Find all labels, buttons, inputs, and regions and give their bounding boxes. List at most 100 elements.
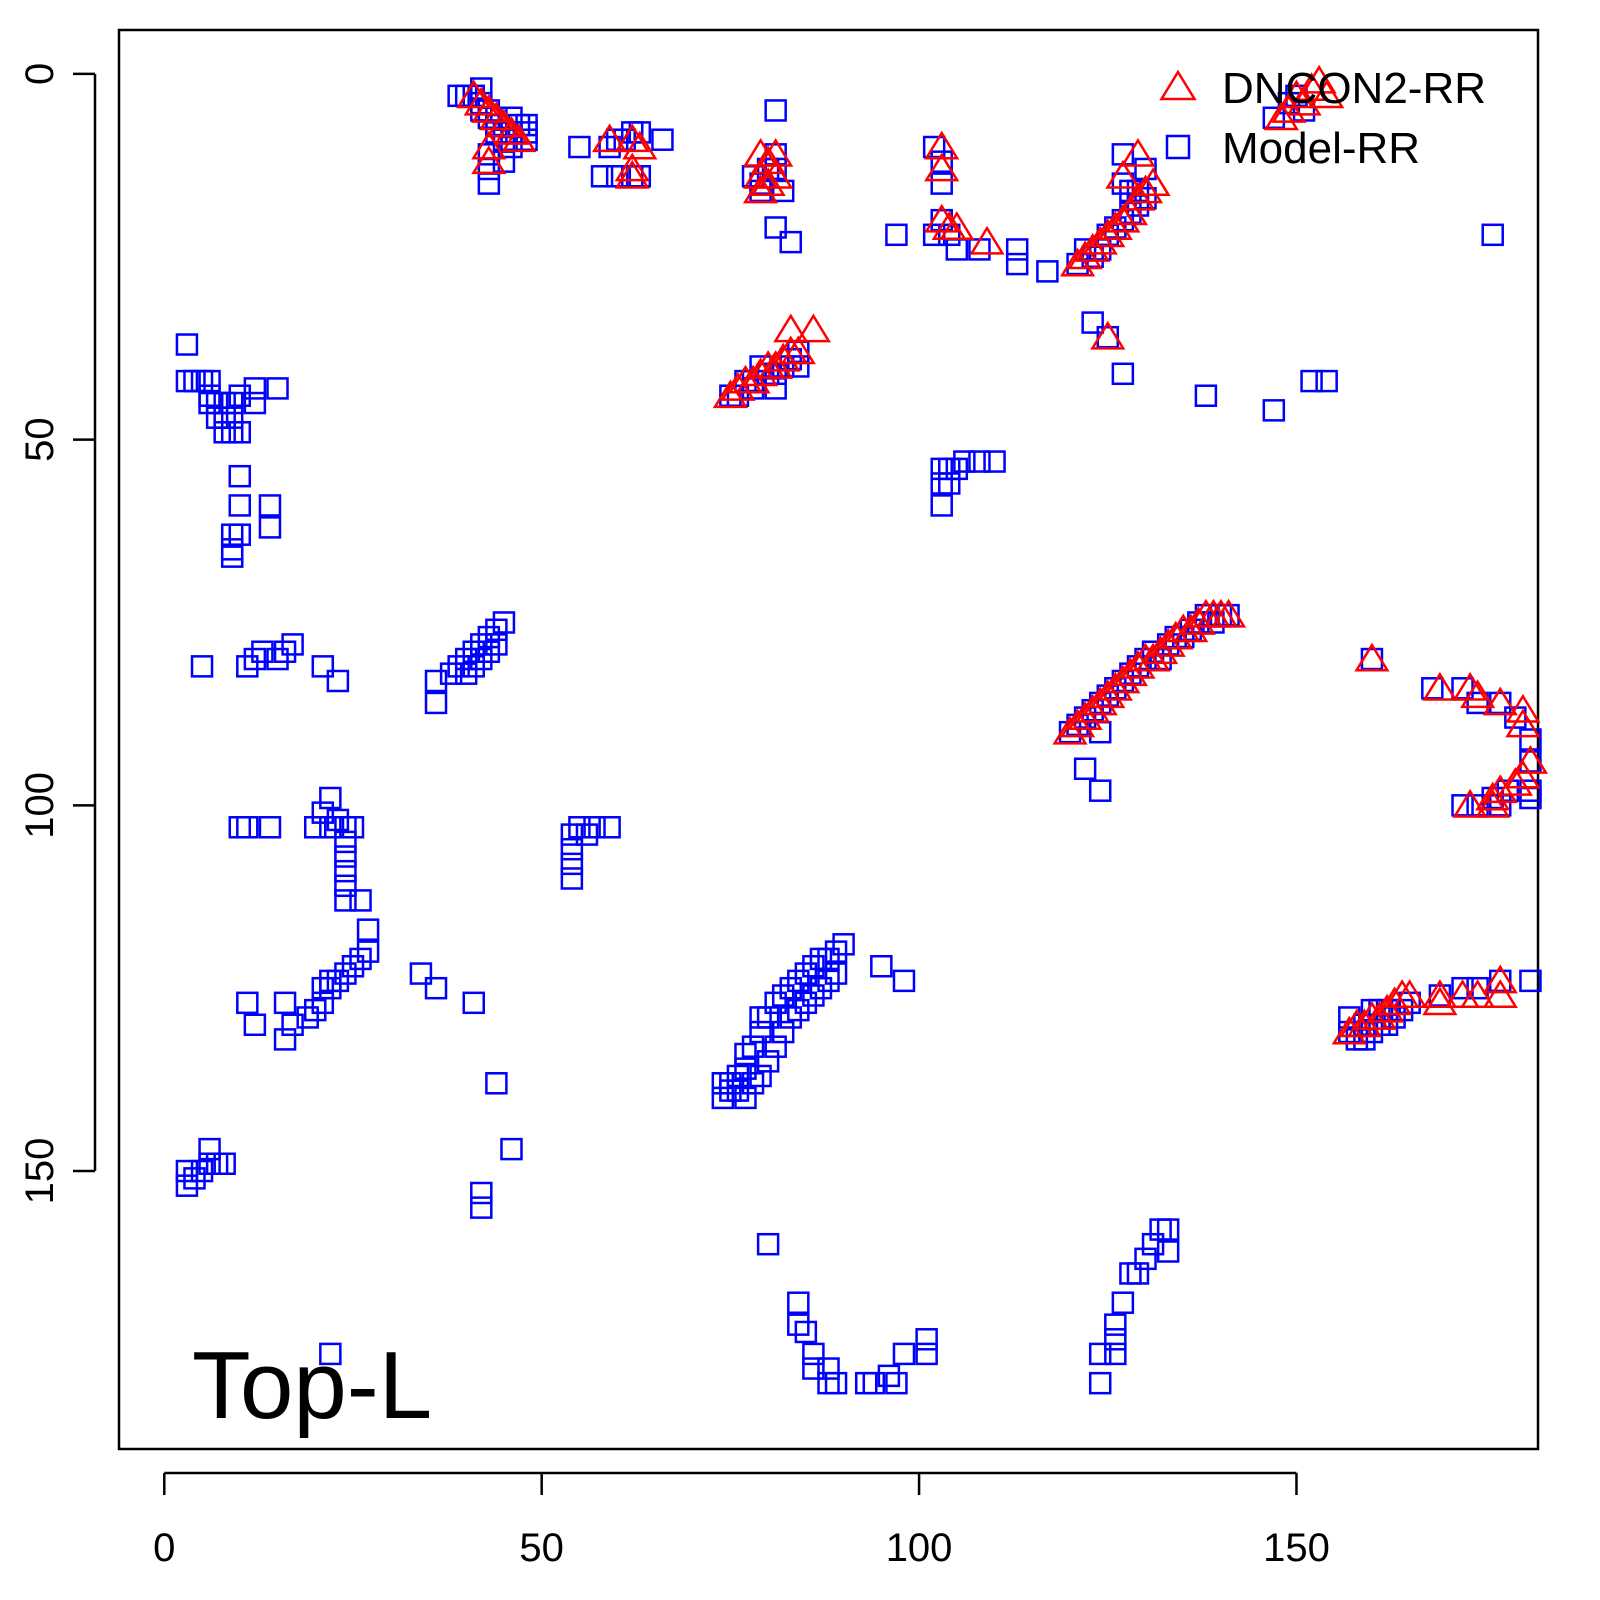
model-rr-point (311, 801, 335, 824)
plot-frame (117, 28, 1540, 1451)
dncon2-rr-point (1090, 320, 1126, 350)
model-rr-point (273, 640, 297, 663)
model-rr-point (892, 969, 916, 993)
model-rr-point (771, 179, 795, 203)
model-rr-point (628, 121, 652, 144)
dncon2-rr-point (742, 174, 779, 204)
model-rr-point (1194, 384, 1218, 407)
model-rr-point (802, 984, 825, 1007)
dncon2-rr-point (493, 116, 530, 145)
model-rr-point (1315, 369, 1338, 393)
model-rr-point (930, 172, 953, 195)
model-rr-point (719, 1079, 742, 1102)
model-rr-point (477, 157, 501, 181)
dncon2-rr-point (1135, 167, 1171, 197)
dncon2-rr-point (1075, 693, 1111, 723)
model-rr-point (251, 640, 274, 663)
model-rr-point (220, 538, 244, 561)
dncon2-rr-point (1127, 174, 1164, 204)
dncon2-rr-point (1505, 759, 1541, 789)
legend-square-marker (1165, 134, 1191, 160)
dncon2-rr-point (1505, 708, 1541, 738)
model-rr-point (462, 991, 485, 1015)
dncon2-rr-point (1067, 701, 1103, 731)
model-rr-point (500, 1137, 523, 1161)
model-rr-point (326, 808, 350, 832)
model-rr-point (945, 457, 969, 481)
model-rr-point (749, 1064, 772, 1088)
model-rr-point (485, 633, 508, 656)
model-rr-point (470, 1196, 493, 1219)
model-rr-point (175, 1174, 199, 1197)
model-rr-point (756, 1232, 780, 1256)
dncon2-rr-point (1090, 218, 1126, 248)
dncon2-rr-point (795, 313, 832, 343)
model-rr-point (885, 223, 908, 247)
dncon2-rr-point (614, 152, 650, 182)
dncon2-rr-point (1346, 1008, 1383, 1038)
dncon2-rr-point (758, 350, 794, 379)
model-rr-point (470, 633, 493, 656)
model-rr-point (892, 1342, 916, 1366)
model-rr-point (213, 1152, 236, 1175)
model-rr-point (319, 816, 342, 839)
model-rr-point (485, 1072, 508, 1095)
dncon2-rr-point (1482, 686, 1518, 716)
model-rr-point (319, 976, 342, 1000)
model-rr-point (477, 640, 501, 663)
model-rr-point (334, 859, 357, 883)
dncon2-rr-point (1309, 79, 1345, 109)
dncon2-rr-point (1052, 715, 1088, 745)
model-rr-point (621, 165, 644, 188)
dncon2-rr-point (471, 94, 507, 123)
model-rr-point (273, 1028, 297, 1051)
y-tick-label: 0 (18, 63, 62, 85)
model-rr-point (854, 1371, 878, 1395)
model-rr-point (734, 1057, 757, 1080)
model-rr-point (334, 830, 357, 854)
model-rr-point (198, 384, 221, 407)
model-rr-point (817, 947, 840, 971)
model-rr-point (266, 377, 289, 400)
model-rr-point (787, 998, 810, 1022)
model-rr-point (1126, 1262, 1150, 1285)
model-rr-point (198, 1137, 221, 1161)
dncon2-rr-point (1105, 203, 1141, 233)
model-rr-point (764, 1035, 787, 1058)
model-rr-point (734, 1042, 757, 1066)
model-rr-point (236, 816, 259, 839)
model-rr-point (326, 669, 350, 693)
dncon2-rr-point (1475, 788, 1511, 818)
dncon2-rr-point (780, 335, 816, 365)
model-rr-point (1005, 238, 1029, 261)
dncon2-rr-point (501, 123, 537, 153)
dncon2-rr-series (456, 64, 1549, 1045)
dncon2-rr-point (1075, 233, 1111, 262)
dncon2-rr-point (463, 86, 499, 116)
dncon2-rr-point (478, 101, 515, 131)
model-rr-point (1111, 362, 1135, 386)
dncon2-rr-point (1097, 211, 1133, 240)
model-rr-point (334, 816, 357, 839)
model-rr-point (409, 962, 433, 985)
dncon2-rr-point (1180, 606, 1216, 635)
model-rr-point (930, 150, 953, 173)
dncon2-rr-point (1067, 240, 1103, 270)
model-rr-point (870, 954, 893, 978)
model-rr-point (303, 816, 327, 839)
dncon2-rr-point (1142, 635, 1179, 665)
model-rr-point (1104, 1328, 1127, 1351)
model-rr-point (1262, 399, 1286, 422)
model-rr-point (787, 969, 810, 993)
model-rr-point (726, 1079, 750, 1102)
dncon2-rr-point (1082, 225, 1118, 255)
model-rr-point (213, 406, 236, 429)
model-rr-point (1096, 325, 1120, 349)
x-tick-label: 100 (886, 1526, 953, 1570)
model-rr-point (560, 867, 584, 890)
model-rr-point (273, 991, 297, 1015)
x-tick-label: 50 (519, 1526, 564, 1570)
model-rr-point (236, 655, 259, 678)
model-rr-point (477, 143, 501, 166)
model-rr-point (190, 655, 214, 678)
